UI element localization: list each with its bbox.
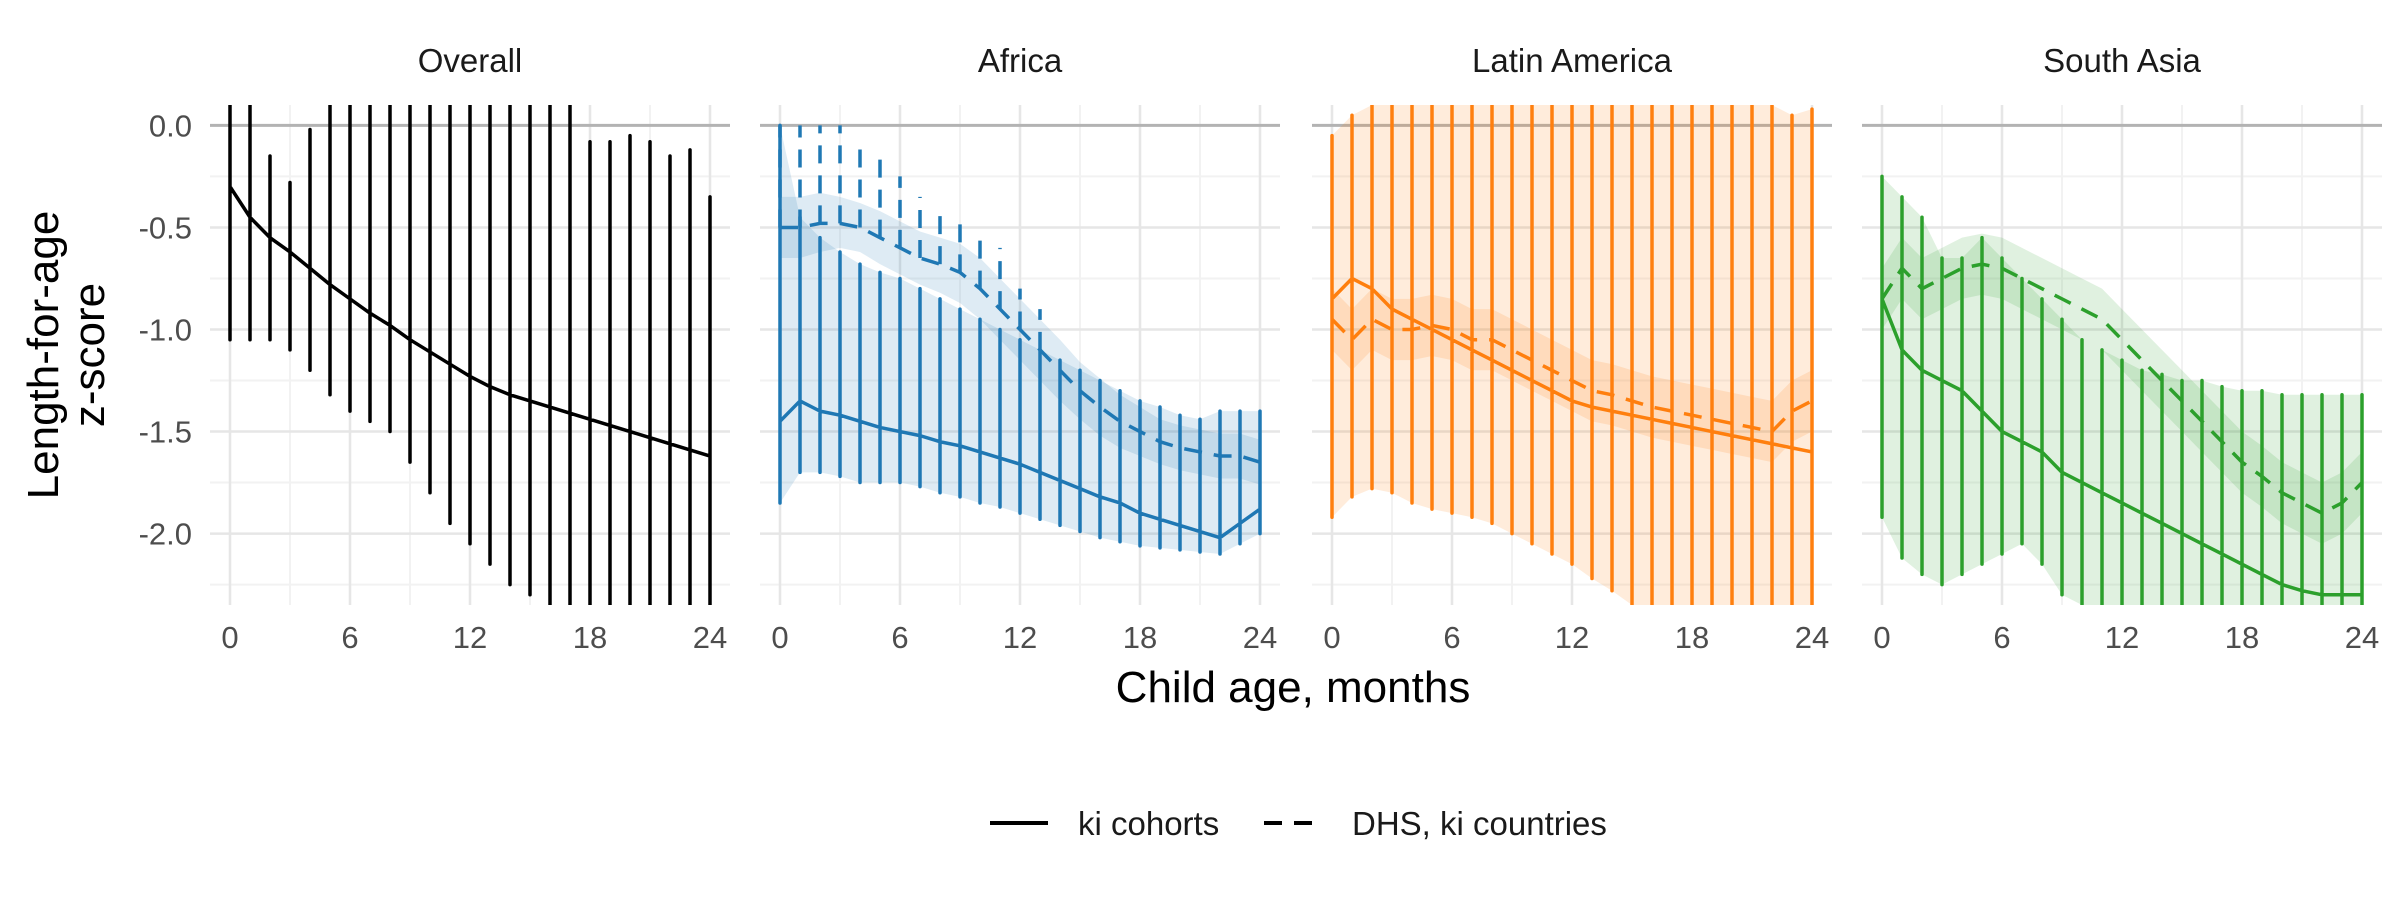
y-tick-label: -1.5	[139, 415, 192, 450]
x-tick-label: 24	[693, 620, 727, 655]
panel-south-asia: South Asia 0 6 12 18 24	[1862, 42, 2382, 655]
x-tick-label: 18	[2225, 620, 2259, 655]
x-tick-label: 12	[453, 620, 487, 655]
x-tick-label: 12	[1003, 620, 1037, 655]
facet-panels: Overall 0 6 12 18 24 0.0 -0.5 -1.0 -1.5 -2.0 Africa…	[139, 42, 2382, 655]
x-tick-label: 18	[1123, 620, 1157, 655]
plot-area-overall	[228, 105, 712, 605]
facet-title-south-asia: South Asia	[2043, 42, 2201, 79]
x-tick-label: 0	[1323, 620, 1340, 655]
x-tick-label: 6	[891, 620, 908, 655]
ki-cohorts-line-south-asia	[1880, 174, 2364, 605]
x-tick-label: 24	[1243, 620, 1277, 655]
plot-area-africa	[778, 123, 1262, 556]
x-tick-label: 12	[2105, 620, 2139, 655]
ki-cohorts-line-overall	[228, 105, 712, 605]
legend-label-ki-cohorts: ki cohorts	[1078, 805, 1219, 842]
plot-area-south-asia	[1880, 174, 2364, 605]
legend: ki cohorts DHS, ki countries	[990, 805, 1607, 842]
panel-overall: Overall 0 6 12 18 24 0.0 -0.5 -1.0 -1.5 -2.0	[139, 42, 730, 655]
facet-title-latin-america: Latin America	[1472, 42, 1673, 79]
ki-cohorts-line-africa	[778, 123, 1262, 556]
panel-africa: Africa 0 6 12 18 24	[760, 42, 1280, 655]
x-tick-label: 0	[221, 620, 238, 655]
panel-latin-america: Latin America 0 6 12 18 24	[1312, 42, 1832, 655]
x-tick-label: 24	[1795, 620, 1829, 655]
y-tick-label: -0.5	[139, 210, 192, 245]
facet-title-overall: Overall	[418, 42, 523, 79]
y-axis-title-line-2: z-score	[65, 283, 114, 427]
y-tick-label: -1.0	[139, 312, 192, 347]
x-tick-label: 6	[341, 620, 358, 655]
legend-label-dhs-ki-countries: DHS, ki countries	[1352, 805, 1607, 842]
x-tick-label: 6	[1443, 620, 1460, 655]
x-axis-title: Child age, months	[1116, 663, 1471, 712]
y-axis-title: Length-for-age z-score	[19, 211, 114, 500]
x-tick-label: 6	[1993, 620, 2010, 655]
x-tick-label: 0	[1873, 620, 1890, 655]
x-tick-label: 0	[771, 620, 788, 655]
ki-cohorts-line-latin-america	[1330, 105, 1814, 605]
dhs-line-africa	[780, 221, 1261, 464]
x-tick-label: 18	[573, 620, 607, 655]
x-tick-label: 12	[1555, 620, 1589, 655]
plot-area-latin-america	[1330, 105, 1814, 605]
y-tick-label: -2.0	[139, 517, 192, 552]
facet-title-africa: Africa	[978, 42, 1063, 79]
x-tick-label: 18	[1675, 620, 1709, 655]
y-tick-label: 0.0	[149, 108, 192, 143]
x-tick-label: 24	[2345, 620, 2379, 655]
y-axis-title-line-1: Length-for-age	[19, 211, 68, 500]
